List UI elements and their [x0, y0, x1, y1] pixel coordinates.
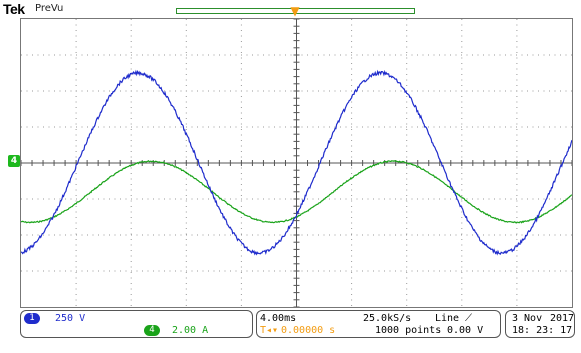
time-per-div: 4.00ms — [260, 313, 297, 324]
clock-time: 18: 23: 17 — [512, 325, 573, 336]
trigger-slope-icon: ⟋ — [465, 313, 472, 324]
trigger-source: Line — [435, 313, 460, 324]
record-points: 1000 points — [375, 325, 442, 336]
ch4-badge[interactable]: 4 — [144, 325, 160, 336]
trigger-position-icon[interactable]: ▼ — [290, 4, 300, 18]
ch1-scale: 250 V — [55, 313, 86, 324]
timebase-readout-panel[interactable]: 4.00ms 25.0kS/s Line ⟋ T◂▾ 0.00000 s 100… — [256, 310, 501, 338]
date-day-month: 3 Nov — [512, 313, 543, 324]
brand-logo: Tek — [3, 1, 25, 17]
ch4-scale: 2.00 A — [172, 325, 209, 336]
sample-rate: 25.0kS/s — [363, 313, 412, 324]
ch1-waveform — [21, 69, 572, 256]
ch4-ground-marker[interactable]: 4 — [8, 155, 20, 167]
channel-readout-panel[interactable]: 1 250 V 4 2.00 A — [20, 310, 253, 338]
acquisition-mode-label: PreVu — [35, 3, 64, 14]
trigger-offset-icon: T◂▾ — [260, 325, 279, 336]
waveform-display[interactable] — [20, 18, 573, 308]
ch1-badge[interactable]: 1 — [24, 313, 40, 324]
trigger-level: 0.00 V — [447, 325, 484, 336]
top-status-bar: Tek PreVu — [0, 0, 581, 18]
date-year: 2017 — [550, 313, 575, 324]
graticule-svg — [21, 19, 572, 307]
datetime-readout-panel: 3 Nov 2017 18: 23: 17 — [505, 310, 575, 338]
record-view-bar[interactable] — [176, 8, 415, 14]
trigger-offset: 0.00000 s — [281, 325, 336, 336]
graticule — [21, 19, 572, 307]
